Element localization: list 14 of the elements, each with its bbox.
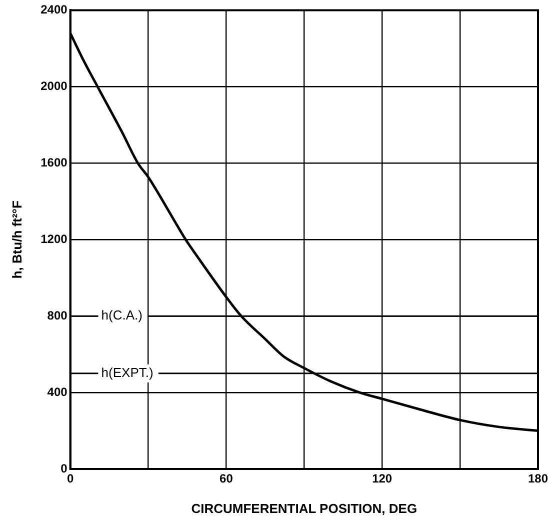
y-tick-label: 2000 <box>40 78 68 93</box>
ref-line-label: h(C.A.) <box>101 308 142 323</box>
y-tick-label: 400 <box>47 384 68 399</box>
y-axis-title: h, Btu/h ft²°F <box>9 200 24 279</box>
y-tick-label: 0 <box>60 461 68 476</box>
x-tick-label: 180 <box>528 472 548 486</box>
y-tick-label: 800 <box>47 308 68 322</box>
y-tick-label: 2400 <box>40 2 68 17</box>
ref-line-label: h(EXPT.) <box>101 364 154 380</box>
x-axis-title: CIRCUMFERENTIAL POSITION, DEG <box>191 500 418 516</box>
y-tick-label: 1600 <box>40 155 68 170</box>
x-tick-label: 120 <box>372 472 392 486</box>
y-tick-label: 1200 <box>40 232 68 246</box>
x-tick-label: 60 <box>220 472 234 486</box>
